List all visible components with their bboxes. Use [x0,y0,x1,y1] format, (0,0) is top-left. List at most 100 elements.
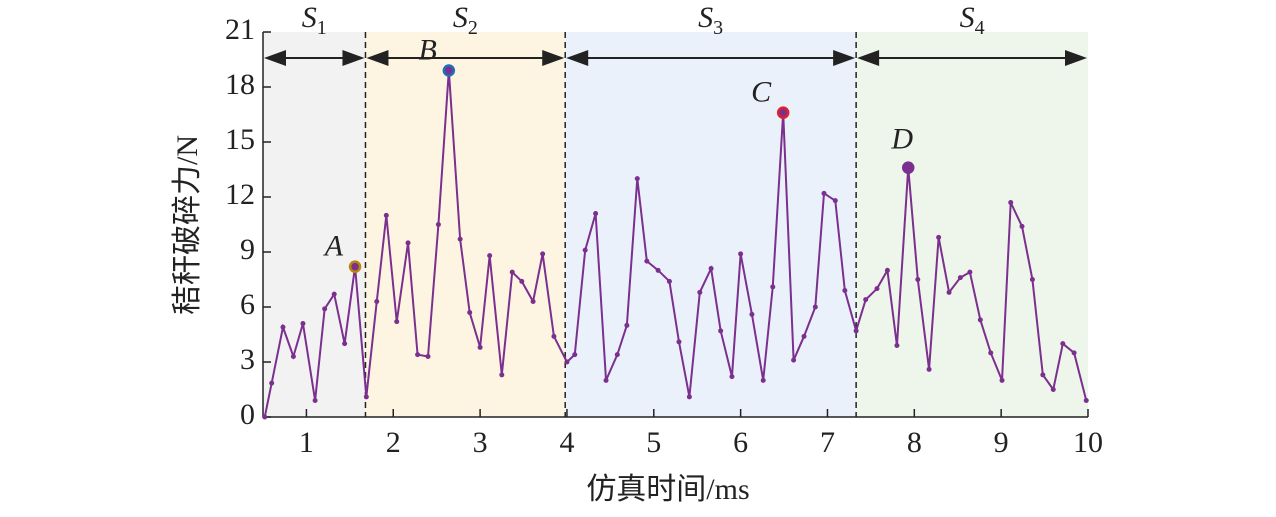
data-point [300,321,306,326]
y-tick-label: 18 [225,68,255,101]
data-point [593,211,599,216]
annotation-marker [348,260,362,273]
annotation-label: C [751,76,772,109]
data-point [331,291,337,297]
data-point [946,289,952,295]
x-tick-label: 3 [473,426,488,459]
data-point [967,269,973,275]
data-point [821,190,827,196]
data-point [874,286,880,292]
region-label-name: S [698,1,713,34]
data-point [530,299,536,304]
region [565,32,857,417]
data-point [738,251,744,257]
x-tick-label: 6 [733,426,748,459]
region-label-subscript: 4 [975,17,985,39]
data-point [342,341,348,347]
x-tick-label: 9 [994,426,1009,459]
data-point [262,414,268,420]
data-point [467,310,473,315]
data-point [842,288,848,293]
data-point [988,350,994,356]
annotation-label: A [323,230,344,263]
region-label-name: S [302,1,317,34]
arrow-head [1065,50,1087,66]
annotation-label: D [890,123,913,156]
y-tick-label: 3 [240,343,255,376]
data-point [676,339,682,345]
annotation-label: B [419,33,437,66]
y-tick-label: 21 [225,13,255,46]
annotation-marker [442,64,456,77]
data-point [487,253,493,259]
arrow-head [264,50,286,66]
annotation-marker [776,106,790,119]
data-point [926,366,932,372]
x-tick-label: 10 [1073,426,1103,459]
region [263,32,366,417]
data-point [634,176,640,182]
arrow-head [342,50,365,66]
data-point [280,324,286,330]
data-point [957,275,963,281]
y-tick-label: 0 [240,398,255,431]
region-label-subscript: 3 [713,17,723,39]
region-label: S2 [453,1,478,39]
data-point [425,354,431,359]
data-point [582,247,588,253]
y-tick-label: 12 [225,178,255,211]
data-point [915,277,921,282]
data-point [644,258,650,264]
data-point [1040,372,1046,378]
data-point [853,328,859,334]
data-point [509,269,515,275]
region-label-name: S [960,1,975,34]
y-tick-label: 15 [225,123,255,156]
region-label-subscript: 2 [468,17,478,39]
data-point [394,319,400,325]
region [856,32,1088,417]
region [365,32,566,417]
data-point [1083,398,1089,403]
data-point [322,306,328,312]
data-point [977,317,983,323]
data-point [1071,350,1077,356]
data-point [718,328,724,334]
data-point [269,380,275,386]
data-point [415,352,421,358]
arrow-head [833,50,856,66]
data-point [697,289,703,295]
data-point [760,377,766,383]
arrow-head [857,50,880,66]
data-point [540,251,546,257]
data-point [290,354,296,359]
data-point [999,377,1005,383]
x-tick-label: 5 [646,426,661,459]
arrow-head [542,50,565,66]
annotation-marker [901,161,915,174]
y-axis-label: 秸秆破碎力/N [171,135,204,315]
data-point [603,377,609,383]
data-point [1019,223,1025,229]
data-point [519,278,525,284]
data-point [614,352,620,358]
x-tick-label: 1 [299,426,314,459]
data-point [770,284,776,290]
region-label-subscript: 1 [317,17,327,39]
data-point [499,372,505,378]
data-point [729,374,735,380]
x-tick-label: 4 [559,426,574,459]
data-point [1008,200,1014,205]
data-point [435,222,441,227]
data-point [884,267,890,273]
data-point [686,394,692,400]
data-point [666,278,672,284]
region-label-name: S [453,1,468,34]
data-point [572,352,578,358]
data-point [405,240,411,246]
data-point [383,212,389,218]
data-point [655,267,661,273]
data-point [801,333,807,339]
x-tick-label: 8 [907,426,922,459]
data-point [374,299,380,304]
